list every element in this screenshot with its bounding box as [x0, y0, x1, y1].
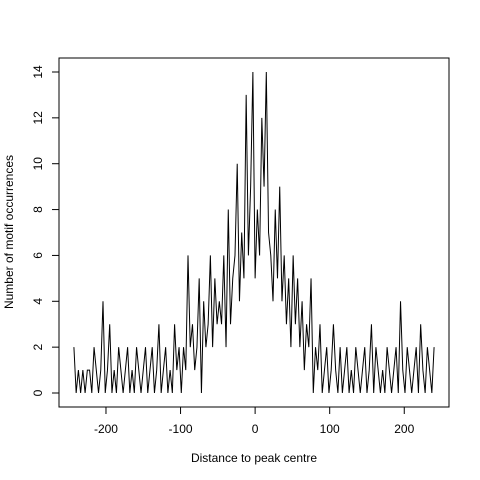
x-tick-label: 100 [320, 422, 340, 436]
x-axis-label: Distance to peak centre [191, 451, 317, 465]
y-tick-label: 4 [31, 298, 45, 305]
y-tick-label: 10 [31, 157, 45, 171]
x-tick-label: -100 [169, 422, 193, 436]
x-tick-label: 200 [394, 422, 414, 436]
y-tick-label: 0 [31, 389, 45, 396]
plot-box [58, 57, 450, 408]
x-tick-label: -200 [94, 422, 118, 436]
y-tick-label: 8 [31, 206, 45, 213]
y-axis-label: Number of motif occurrences [2, 155, 16, 309]
y-tick-label: 14 [31, 65, 45, 79]
y-tick-label: 6 [31, 252, 45, 259]
y-tick-label: 2 [31, 343, 45, 350]
data-line [73, 71, 435, 394]
x-tick-label: 0 [252, 422, 259, 436]
y-tick-label: 12 [31, 111, 45, 125]
